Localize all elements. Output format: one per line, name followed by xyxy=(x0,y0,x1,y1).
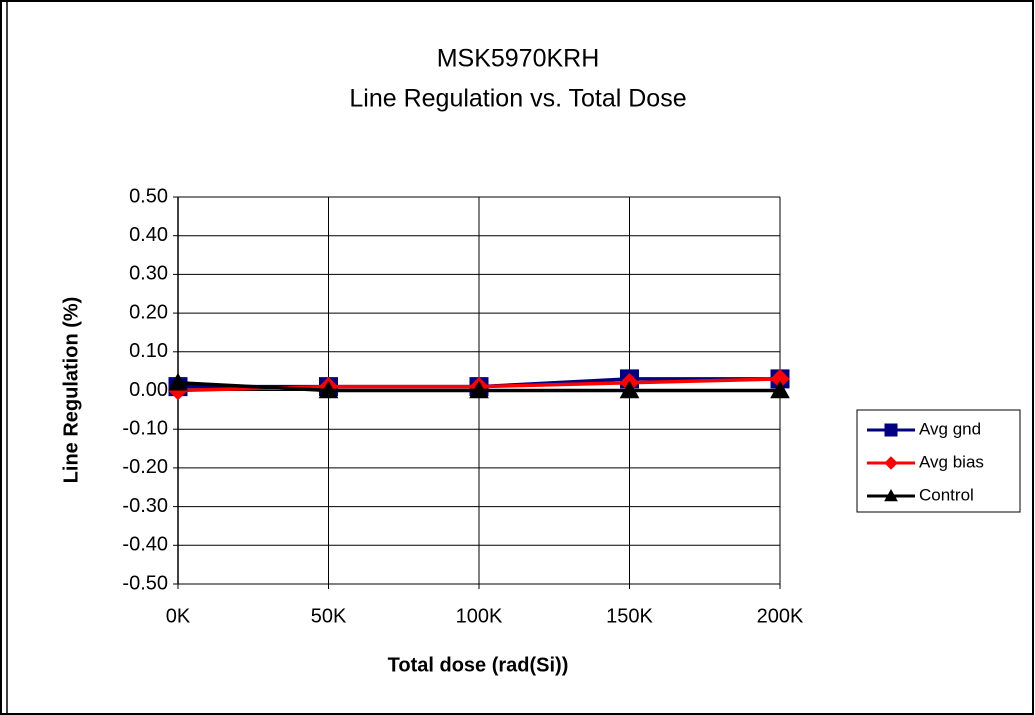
x-tick-label: 0K xyxy=(166,605,191,627)
x-axis-label: Total dose (rad(Si)) xyxy=(388,654,569,676)
y-tick-label: -0.10 xyxy=(122,417,168,439)
chart-subtitle: Line Regulation vs. Total Dose xyxy=(349,85,686,113)
y-tick-label: -0.50 xyxy=(122,572,168,594)
y-tick-label: 0.20 xyxy=(129,301,168,323)
x-tick-label: 50K xyxy=(311,605,347,627)
y-tick-label: 0.10 xyxy=(129,340,168,362)
legend-label: Avg bias xyxy=(919,452,984,471)
legend-marker xyxy=(884,488,898,502)
x-tick-label: 200K xyxy=(757,605,804,627)
point xyxy=(469,380,489,399)
y-tick-label: 0.50 xyxy=(129,185,168,207)
y-tick-label: 0.00 xyxy=(129,379,168,401)
legend-marker xyxy=(884,456,898,470)
y-tick-label: 0.30 xyxy=(129,263,168,285)
legend-label: Avg gnd xyxy=(919,419,981,438)
x-tick-label: 100K xyxy=(456,605,503,627)
y-tick-label: -0.20 xyxy=(122,456,168,478)
chart-title: MSK5970KRH xyxy=(437,45,600,73)
point xyxy=(619,380,640,399)
x-tick-label: 150K xyxy=(606,605,653,627)
point xyxy=(770,380,790,399)
point xyxy=(168,372,188,391)
y-tick-label: -0.30 xyxy=(122,495,168,517)
point xyxy=(318,380,339,399)
legend-marker xyxy=(884,423,898,437)
y-axis-label: Line Regulation (%) xyxy=(60,297,82,484)
legend-label: Control xyxy=(919,485,974,504)
y-tick-label: 0.40 xyxy=(129,224,168,246)
y-tick-label: -0.40 xyxy=(122,534,168,556)
